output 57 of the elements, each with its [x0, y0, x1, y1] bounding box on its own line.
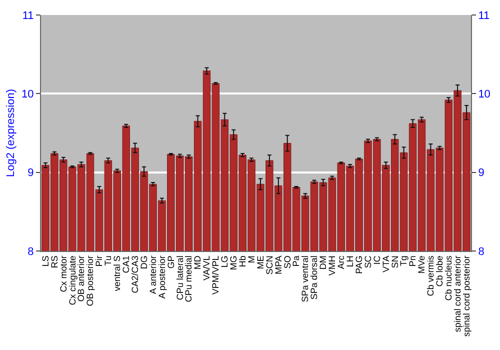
x-tick-label: VTA	[380, 256, 391, 272]
x-tick-label: SN	[390, 256, 400, 268]
y2-tick-label: 8	[478, 246, 484, 258]
x-tick-label: Cx motor	[58, 256, 68, 292]
x-tick-label: SC	[362, 255, 373, 268]
x-tick-label: Cb vermis	[426, 255, 436, 296]
x-tick-label: Pa	[291, 256, 302, 267]
x-tick-label: CPu lateral	[174, 256, 185, 300]
x-tick-label: CA1	[121, 256, 132, 274]
x-tick-label: LH	[344, 256, 355, 268]
x-tick-label: OB anterior	[76, 256, 86, 302]
x-tick-label: Tg	[398, 256, 409, 266]
y-axis-title: Log2 (expression)	[5, 88, 18, 178]
x-tick-label: LG	[220, 256, 230, 268]
x-tick-label: MPA	[273, 256, 284, 274]
x-tick-label: A anterior	[148, 256, 158, 294]
x-tick-label: CPu medial	[184, 256, 194, 302]
x-tick-label: spinal cord posterior	[461, 256, 472, 337]
y-tick-label: 9	[28, 167, 34, 180]
x-tick-label: MG	[228, 256, 239, 270]
x-tick-label: Cb lobe	[434, 256, 445, 287]
x-tick-label: VPM/VPL	[210, 256, 221, 295]
x-tick-label: OB posterior	[85, 256, 96, 306]
x-tick-label: DM	[318, 256, 328, 270]
x-tick-label: Hb	[237, 256, 248, 268]
x-tick-label: SPa ventral	[300, 256, 310, 302]
x-tick-label: A posterior	[156, 256, 167, 299]
x-tick-label: Cb nucleus	[444, 255, 454, 301]
x-tick-label: SO	[282, 256, 292, 269]
x-tick-label: VMH	[327, 256, 338, 276]
x-tick-label: MVe	[416, 256, 427, 274]
x-tick-label: Tu	[103, 256, 114, 266]
x-tick-label: spinal cord anterior	[452, 256, 462, 332]
x-tick-label: ME	[255, 256, 266, 270]
x-tick-label: RS	[49, 256, 60, 268]
x-tick-label: PAG	[354, 256, 364, 274]
x-tick-label: ventral S	[112, 256, 122, 292]
y-tick-label: 8	[28, 246, 34, 258]
x-tick-label: IC	[372, 255, 382, 265]
x-tick-label: GP	[166, 256, 176, 269]
x-tick-label: M	[246, 256, 256, 264]
x-tick-label: LS	[40, 256, 50, 267]
x-tick-label: DG	[138, 256, 149, 270]
x-tick-label: MD	[192, 255, 203, 270]
x-tick-label: Arc	[336, 255, 346, 270]
y-tick-label: 10	[22, 88, 34, 101]
y2-tick-label: 9	[478, 167, 484, 180]
x-tick-label: VA/VL	[202, 256, 212, 280]
x-tick-label: Pn	[408, 256, 418, 267]
x-tick-label: SCN	[264, 256, 274, 275]
y-tick-label: 11	[22, 10, 34, 22]
x-tick-label: Cx cingulate	[67, 256, 78, 306]
x-tick-label: Pir	[94, 256, 104, 267]
x-tick-label: SPa dorsal	[309, 256, 320, 300]
y2-tick-label: 10	[478, 88, 490, 101]
y2-tick-label: 11	[478, 10, 490, 22]
x-tick-label: CA2/CA3	[130, 256, 140, 294]
